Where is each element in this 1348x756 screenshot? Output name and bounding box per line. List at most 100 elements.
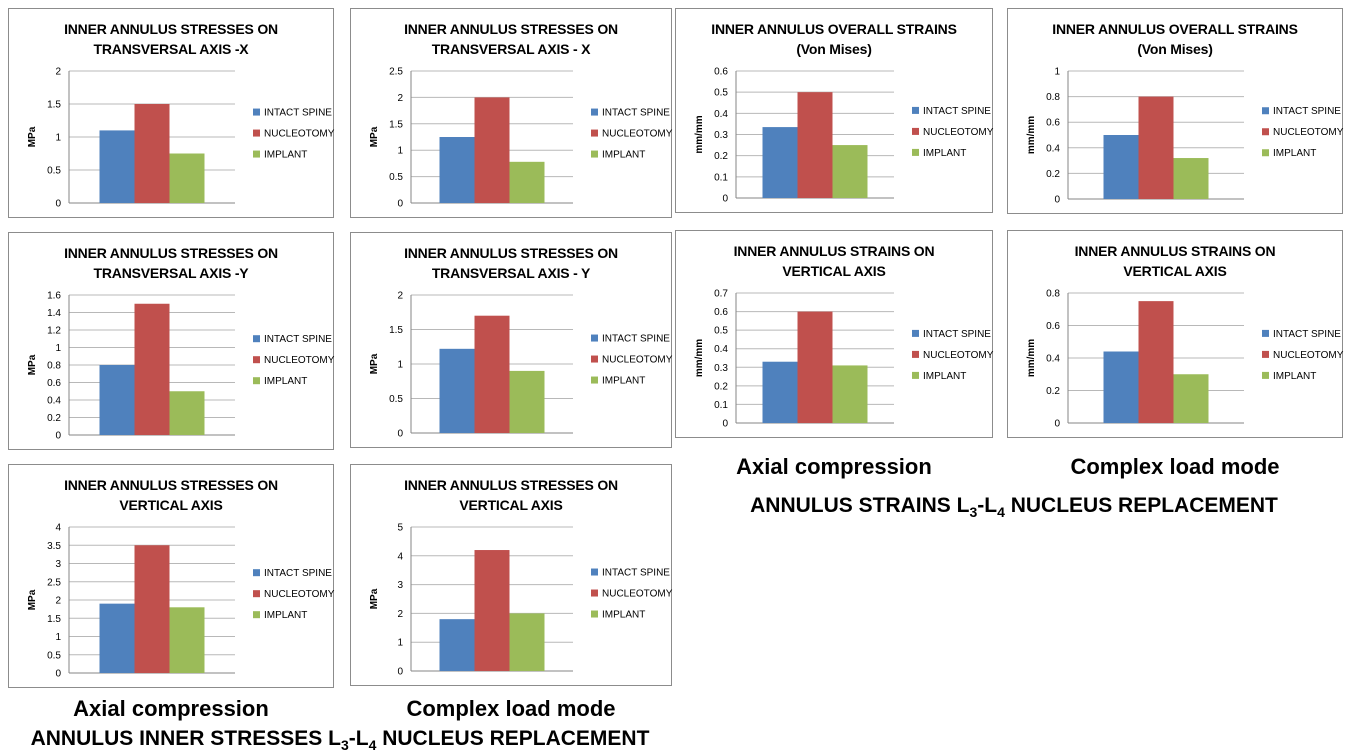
y-axis-label: MPa (369, 588, 380, 609)
y-tick-label: 0.5 (389, 172, 403, 183)
legend-swatch-implant (591, 150, 598, 158)
legend-swatch-intact (1262, 329, 1269, 337)
chart-panel: INNER ANNULUS STRESSES ON VERTICAL AXIS 0… (350, 464, 673, 686)
chart-svg: 0 0.5 1 1.5 2 MPa INTACT SPINE NUCLEOTOMY IMPLAN… (27, 67, 335, 210)
bar-nucleotomy (134, 545, 170, 673)
y-tick-label: 1 (55, 343, 61, 354)
chart-panel: INNER ANNULUS STRESSES ON TRANSVERSAL AX… (350, 232, 673, 448)
y-tick-label: 0.6 (714, 307, 728, 318)
legend-label: IMPLANT (264, 150, 307, 161)
y-tick-label: 0 (55, 199, 61, 210)
chart-panel: INNER ANNULUS OVERALL STRAINS (Von Mises… (675, 8, 994, 213)
y-axis-label: MPa (27, 589, 38, 610)
y-tick-label: 1 (397, 146, 403, 157)
bar-implant (169, 391, 205, 435)
y-tick-label: 3 (397, 580, 403, 591)
legend-swatch-nucleotomy (591, 589, 598, 597)
legend-swatch-implant (253, 611, 260, 619)
y-tick-label: 0 (1054, 419, 1060, 430)
y-tick-label: 0.2 (47, 413, 61, 424)
y-tick-label: 1.4 (47, 308, 61, 319)
y-tick-label: 2.5 (389, 67, 403, 78)
chart-title: INNER ANNULUS STRESSES ON VERTICAL AXIS (64, 477, 278, 513)
y-tick-label: 0.8 (1046, 289, 1060, 300)
legend-label: NUCLEOTOMY (264, 355, 335, 366)
legend-label: INTACT SPINE (1273, 329, 1341, 340)
bar-nucleotomy (1138, 96, 1174, 199)
y-tick-label: 0.1 (714, 400, 728, 411)
chart-svg: 0 0.2 0.4 0.6 0.8 mm/mm INTACT SPINE NUCLEOTOMY… (1026, 289, 1344, 430)
legend-swatch-intact (253, 569, 260, 577)
bar-intact (439, 137, 475, 203)
y-tick-label: 2.5 (47, 577, 61, 588)
y-tick-label: 0.2 (1046, 386, 1060, 397)
y-tick-label: 1.5 (47, 614, 61, 625)
y-tick-label: 0 (722, 194, 728, 205)
chart-svg: 0 0.5 1 1.5 2 MPa INTACT SPINE NUCLEOTOMY IMPLAN… (369, 291, 673, 440)
bar-nucleotomy (474, 315, 510, 433)
y-axis-label: MPa (369, 353, 380, 374)
legend-swatch-nucleotomy (253, 590, 260, 598)
legend-swatch-implant (1262, 149, 1269, 157)
legend-swatch-nucleotomy (1262, 128, 1269, 136)
y-tick-label: 0.4 (714, 109, 728, 120)
y-axis-label: MPa (27, 354, 38, 375)
legend-swatch-intact (591, 108, 598, 116)
y-tick-label: 0.1 (714, 172, 728, 183)
legend-label: IMPLANT (602, 150, 645, 161)
legend-label: INTACT SPINE (264, 334, 332, 345)
chart-title: INNER ANNULUS STRESSES ON TRANSVERSAL AX… (404, 245, 618, 281)
y-tick-label: 3 (55, 559, 61, 570)
strain-caption-part-b: -L (977, 494, 998, 517)
y-tick-label: 0.2 (714, 151, 728, 162)
legend-swatch-nucleotomy (912, 127, 919, 135)
y-tick-label: 0.8 (1046, 92, 1060, 103)
bar-implant (509, 613, 545, 671)
bar-intact (99, 365, 135, 435)
bar-implant (1173, 374, 1209, 423)
legend-label: INTACT SPINE (923, 329, 991, 340)
chart-svg: 0 1 2 3 4 5 MPa INTACT SPINE NUCLEOTOMY IMPLANT (369, 523, 673, 678)
bar-implant (169, 153, 205, 203)
chart-title: INNER ANNULUS STRESSES ON VERTICAL AXIS (404, 477, 618, 513)
y-tick-label: 0.5 (714, 88, 728, 99)
chart-svg: 0 0.1 0.2 0.3 0.4 0.5 0.6 mm/mm INTACT SPINE NUCL… (694, 67, 994, 205)
strain-caption-sub1: 3 (969, 504, 978, 521)
y-axis-label: MPa (369, 126, 380, 147)
legend-swatch-nucleotomy (591, 355, 598, 363)
stress-complex-caption: Complex load mode (406, 696, 616, 721)
bar-implant (509, 370, 545, 433)
legend-label: NUCLEOTOMY (264, 589, 335, 600)
legend-swatch-intact (253, 108, 260, 116)
y-tick-label: 1 (1054, 67, 1060, 78)
y-tick-label: 1.5 (389, 119, 403, 130)
chart-panel: INNER ANNULUS STRESSES ON VERTICAL AXIS 0… (8, 464, 335, 688)
y-tick-label: 0 (55, 431, 61, 442)
chart-panel: INNER ANNULUS STRESSES ON TRANSVERSAL AX… (8, 232, 335, 450)
y-tick-label: 0 (397, 199, 403, 210)
chart-title: INNER ANNULUS STRESSES ON TRANSVERSAL AX… (64, 245, 278, 281)
bar-nucleotomy (134, 104, 170, 203)
bar-nucleotomy (474, 550, 510, 671)
legend-swatch-intact (1262, 107, 1269, 115)
bar-intact (762, 127, 798, 198)
legend-swatch-implant (253, 377, 260, 385)
y-tick-label: 0.2 (714, 381, 728, 392)
bar-nucleotomy (797, 92, 833, 198)
legend-label: INTACT SPINE (264, 568, 332, 579)
chart-svg: 0 0.5 1 1.5 2 2.5 MPa INTACT SPINE NUCLEOTOMY IMP… (369, 67, 673, 210)
y-axis-label: mm/mm (694, 115, 705, 153)
stress-caption-part-c: NUCLEUS REPLACEMENT (376, 727, 650, 750)
legend-label: NUCLEOTOMY (923, 127, 994, 138)
legend-swatch-intact (253, 335, 260, 343)
chart-title: INNER ANNULUS STRESSES ON TRANSVERSAL AX… (64, 21, 278, 57)
legend-swatch-intact (591, 568, 598, 576)
legend-swatch-nucleotomy (912, 350, 919, 358)
bar-nucleotomy (474, 97, 510, 203)
y-tick-label: 0.2 (1046, 169, 1060, 180)
chart-svg: 0 0.2 0.4 0.6 0.8 1 mm/mm INTACT SPINE NUCLEOTOM… (1026, 67, 1344, 206)
bar-implant (169, 607, 205, 673)
strain-complex-caption: Complex load mode (1070, 454, 1280, 479)
y-tick-label: 0 (397, 667, 403, 678)
legend-label: NUCLEOTOMY (264, 129, 335, 140)
